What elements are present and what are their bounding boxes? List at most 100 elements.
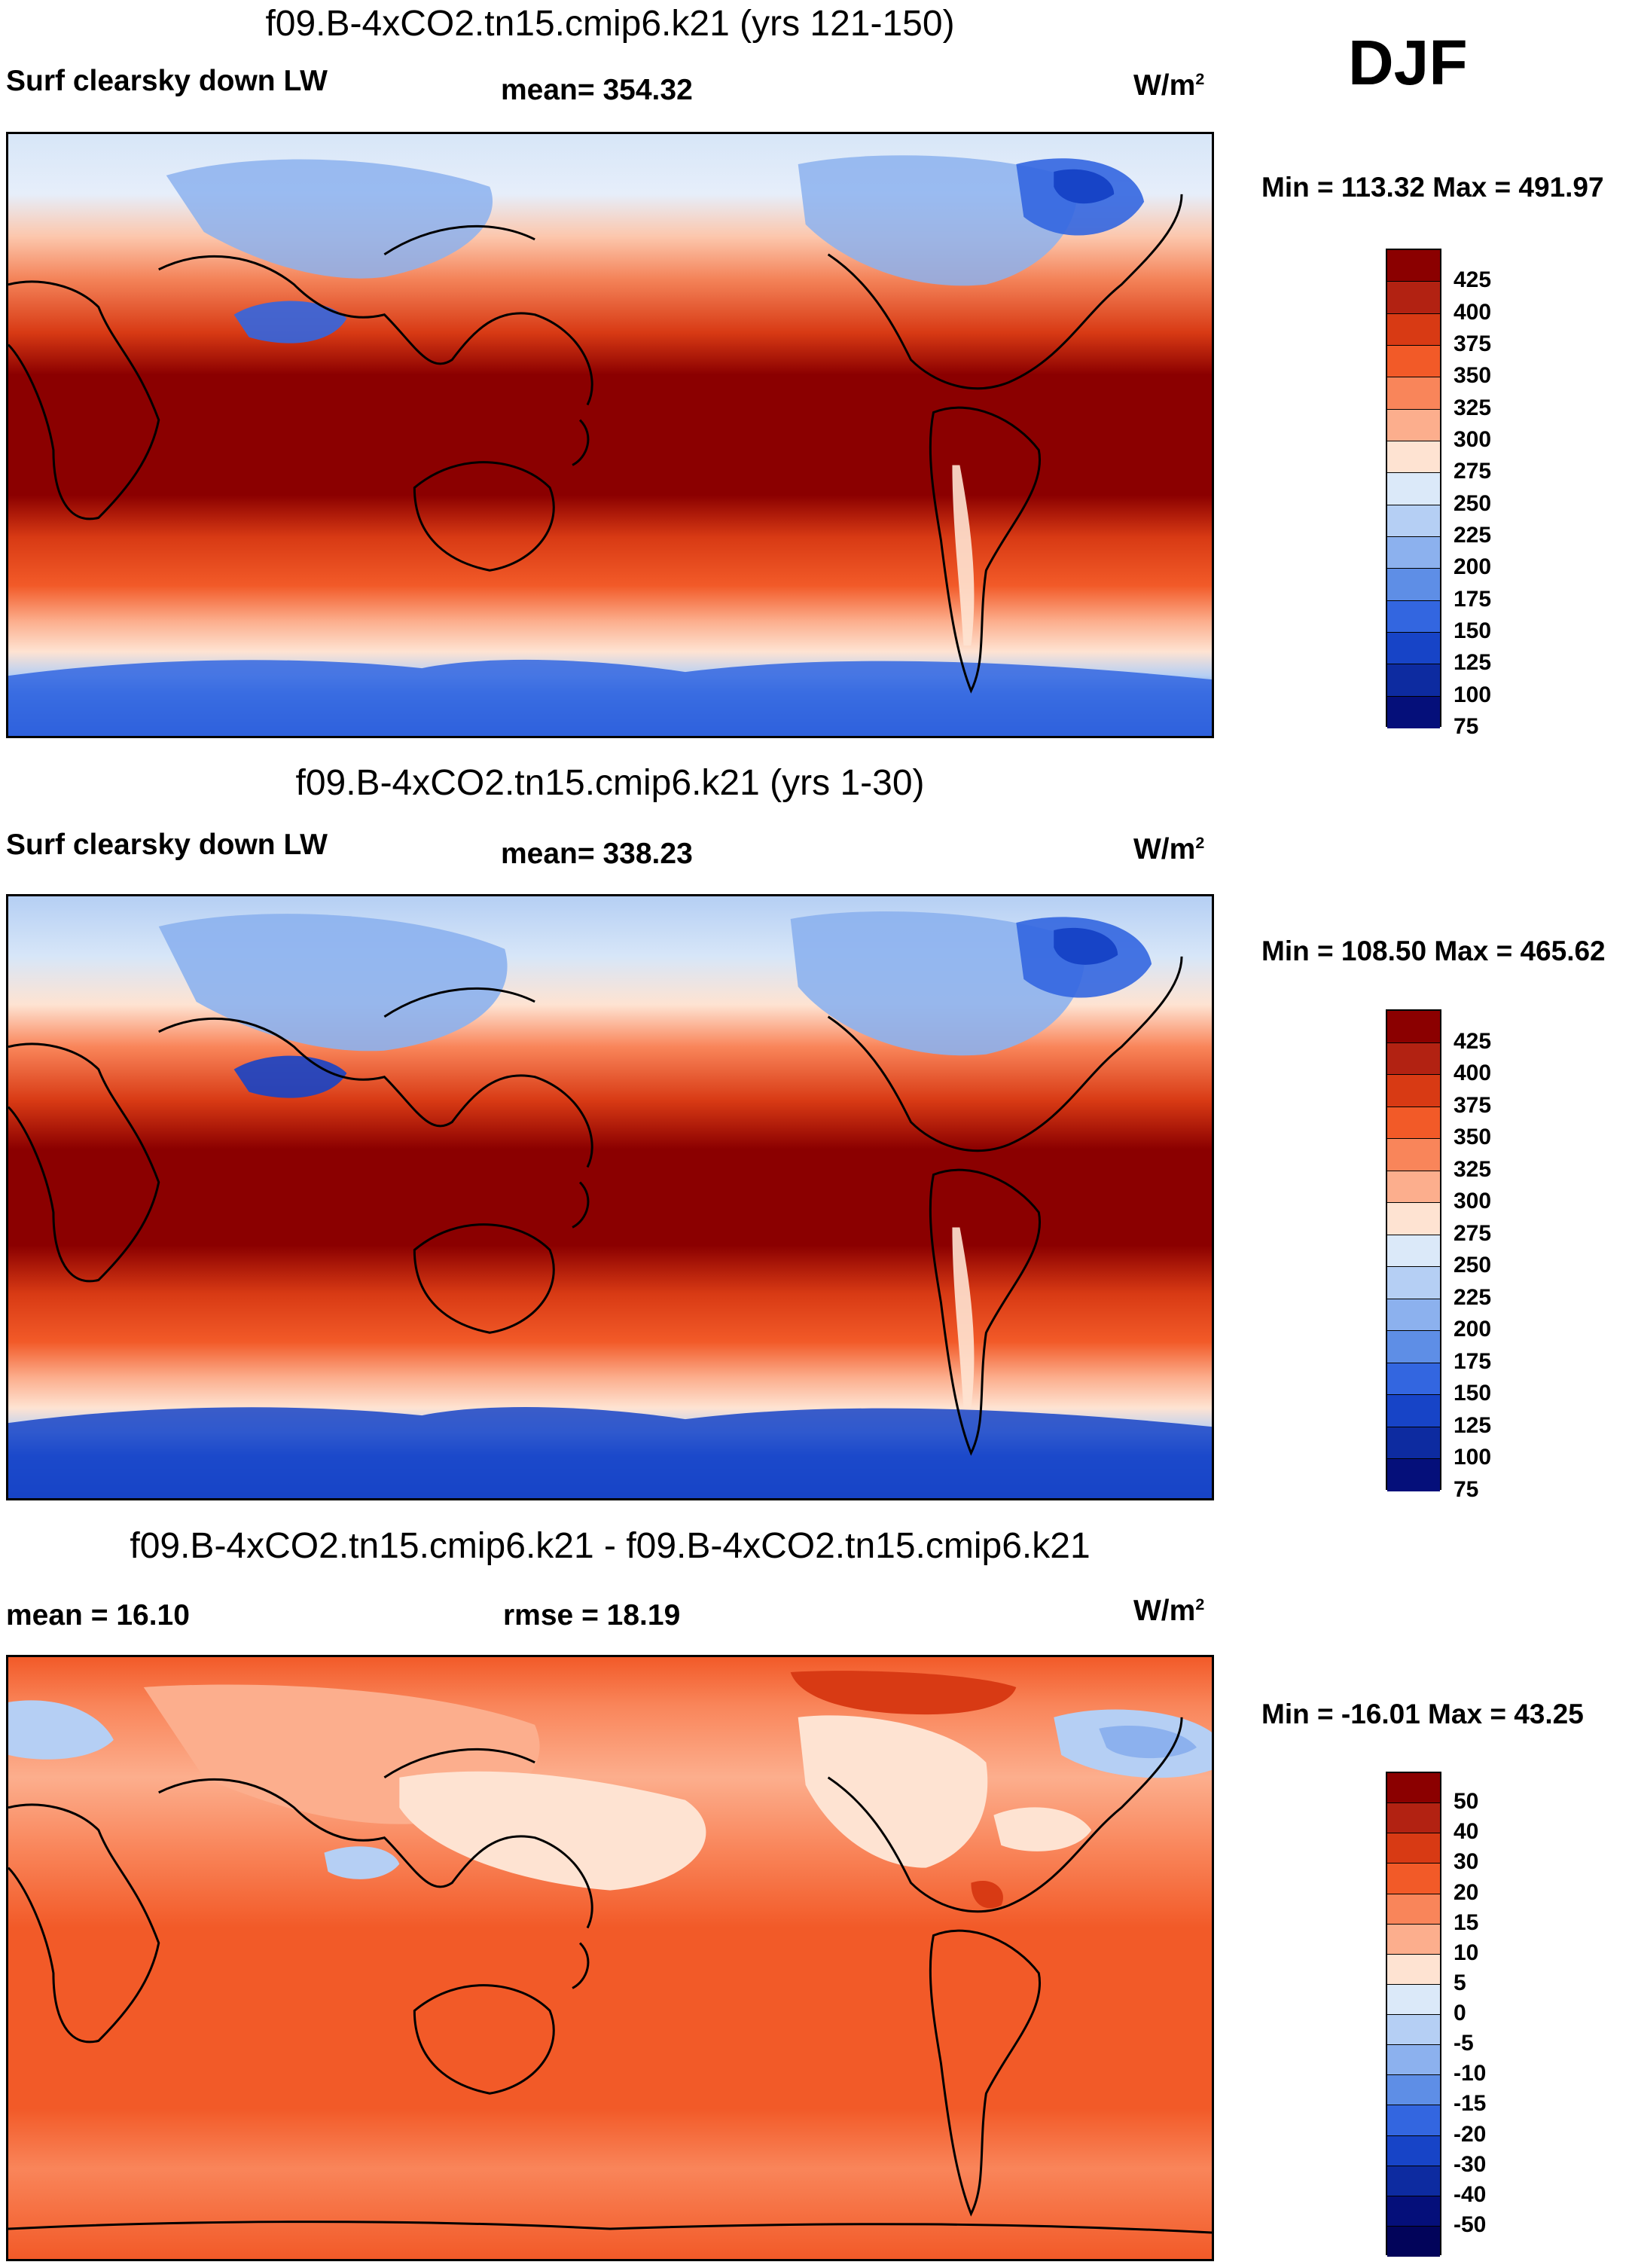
colorbar-label: 200 <box>1454 1317 1492 1342</box>
colorbar-swatch <box>1387 1171 1440 1204</box>
colorbar-label: 100 <box>1454 1445 1492 1470</box>
colorbar-label: 250 <box>1454 490 1492 516</box>
colorbar-label: 40 <box>1454 1819 1479 1845</box>
panel-1-minmax: Min = 113.32 Max = 491.97 <box>1261 172 1604 203</box>
colorbar-swatch <box>1387 2135 1440 2166</box>
panel-3-map <box>6 1655 1214 2261</box>
colorbar-swatch <box>1387 696 1440 728</box>
panel-3-units: W/m2 <box>1133 1595 1205 1627</box>
colorbar-swatch <box>1387 1139 1440 1171</box>
colorbar-swatch <box>1387 1427 1440 1460</box>
colorbar-label: 225 <box>1454 523 1492 548</box>
colorbar-swatch <box>1387 2045 1440 2076</box>
colorbar-label: -40 <box>1454 2181 1487 2207</box>
colorbar-swatch <box>1387 377 1440 410</box>
colorbar-swatch <box>1387 505 1440 537</box>
panel-3-colorbar <box>1386 1772 1441 2257</box>
colorbar-label: 175 <box>1454 1348 1492 1374</box>
colorbar-label: 400 <box>1454 299 1492 325</box>
colorbar-swatch <box>1387 1203 1440 1235</box>
colorbar-swatch <box>1387 1107 1440 1140</box>
colorbar-swatch <box>1387 1894 1440 1925</box>
colorbar-swatch <box>1387 441 1440 474</box>
panel-3-rmse-label: rmse = 18.19 <box>503 1599 681 1632</box>
colorbar-swatch <box>1387 1235 1440 1268</box>
colorbar-label: 325 <box>1454 1156 1492 1182</box>
panel-2-mean-label: mean= 338.23 <box>501 838 693 870</box>
colorbar-label: 350 <box>1454 1125 1492 1150</box>
colorbar-label: 300 <box>1454 1189 1492 1214</box>
panel-3-map-graphic <box>8 1657 1212 2259</box>
panel-1-colorbar <box>1386 249 1441 728</box>
panel-2-minmax: Min = 108.50 Max = 465.62 <box>1261 936 1606 966</box>
colorbar-swatch <box>1387 2166 1440 2196</box>
colorbar-swatch <box>1387 1363 1440 1396</box>
colorbar-swatch <box>1387 536 1440 569</box>
colorbar-label: 375 <box>1454 1092 1492 1118</box>
panel-2-units: W/m2 <box>1133 833 1205 865</box>
colorbar-label: 100 <box>1454 682 1492 707</box>
colorbar-swatch <box>1387 600 1440 633</box>
colorbar-label: 275 <box>1454 1220 1492 1246</box>
colorbar-swatch <box>1387 313 1440 346</box>
colorbar-label: -10 <box>1454 2061 1487 2086</box>
colorbar-swatch <box>1387 1833 1440 1864</box>
colorbar-swatch <box>1387 1331 1440 1363</box>
colorbar-label: 175 <box>1454 586 1492 612</box>
season-label: DJF <box>1348 27 1468 98</box>
panel-3-mean-label: mean = 16.10 <box>6 1599 190 1632</box>
colorbar-label: 10 <box>1454 1940 1479 1965</box>
colorbar-label: 300 <box>1454 427 1492 452</box>
colorbar-swatch <box>1387 1075 1440 1107</box>
colorbar-label: 250 <box>1454 1253 1492 1278</box>
colorbar-swatch <box>1387 1954 1440 1985</box>
colorbar-label: 425 <box>1454 267 1492 293</box>
colorbar-label: 5 <box>1454 1970 1466 1995</box>
colorbar-label: 425 <box>1454 1028 1492 1054</box>
colorbar-swatch <box>1387 409 1440 441</box>
panel-1-variable-label: Surf clearsky down LW <box>6 65 328 97</box>
colorbar-label: -5 <box>1454 2031 1474 2056</box>
colorbar-swatch <box>1387 1395 1440 1427</box>
colorbar-swatch <box>1387 2075 1440 2106</box>
panel-2-colorbar <box>1386 1009 1441 1491</box>
colorbar-swatch <box>1387 1864 1440 1894</box>
colorbar-label: -20 <box>1454 2121 1487 2147</box>
colorbar-label: 375 <box>1454 331 1492 356</box>
colorbar-label: 15 <box>1454 1909 1479 1935</box>
colorbar-swatch <box>1387 1803 1440 1834</box>
colorbar-label: 20 <box>1454 1879 1479 1905</box>
colorbar-swatch <box>1387 1924 1440 1955</box>
colorbar-label: -30 <box>1454 2151 1487 2177</box>
colorbar-label: -15 <box>1454 2091 1487 2117</box>
colorbar-swatch <box>1387 2015 1440 2046</box>
colorbar-label: 325 <box>1454 395 1492 420</box>
colorbar-label: 30 <box>1454 1849 1479 1875</box>
panel-2-map-graphic <box>8 896 1212 1498</box>
colorbar-swatch <box>1387 632 1440 665</box>
colorbar-label: 50 <box>1454 1789 1479 1815</box>
colorbar-label: 225 <box>1454 1284 1492 1310</box>
panel-2-title: f09.B-4xCO2.tn15.cmip6.k21 (yrs 1-30) <box>295 763 925 803</box>
panel-2-map <box>6 894 1214 1500</box>
panel-3-title: f09.B-4xCO2.tn15.cmip6.k21 - f09.B-4xCO2… <box>130 1526 1091 1566</box>
colorbar-label: 0 <box>1454 2001 1466 2025</box>
panel-1-units: W/m2 <box>1133 69 1205 102</box>
colorbar-label: 350 <box>1454 363 1492 389</box>
panel-2-variable-label: Surf clearsky down LW <box>6 829 328 861</box>
colorbar-swatch <box>1387 473 1440 505</box>
colorbar-swatch <box>1387 569 1440 601</box>
colorbar-label: 275 <box>1454 459 1492 484</box>
colorbar-swatch <box>1387 1299 1440 1332</box>
colorbar-label: 125 <box>1454 1412 1492 1438</box>
colorbar-swatch <box>1387 1984 1440 2015</box>
colorbar-label: 75 <box>1454 1477 1479 1502</box>
colorbar-swatch <box>1387 282 1440 314</box>
colorbar-label: 400 <box>1454 1061 1492 1086</box>
colorbar-swatch <box>1387 345 1440 378</box>
colorbar-label: 150 <box>1454 618 1492 643</box>
colorbar-swatch <box>1387 1459 1440 1491</box>
panel-1-map-graphic <box>8 134 1212 736</box>
panel-1-map <box>6 132 1214 738</box>
colorbar-label: 125 <box>1454 650 1492 676</box>
